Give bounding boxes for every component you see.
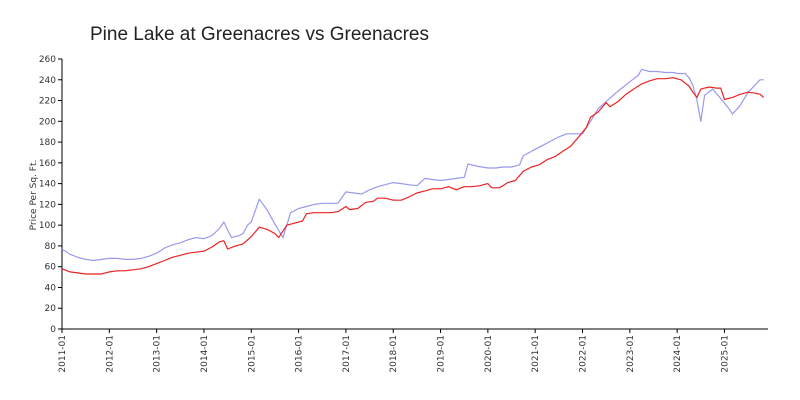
y-tick-label: 80: [45, 242, 57, 252]
x-tick-label: 2011-01: [58, 335, 68, 373]
series-line-greenacres: [61, 77, 765, 275]
y-tick-label: 240: [39, 76, 56, 86]
x-tick-label: 2021-01: [531, 335, 541, 373]
y-axis-label: Price Per Sq. Ft.: [29, 160, 39, 231]
x-tick-label: 2017-01: [342, 335, 352, 373]
chart-title: Pine Lake at Greenacres vs Greenacres: [90, 24, 429, 45]
x-tick-label: 2016-01: [295, 335, 305, 373]
x-tick-label: 2019-01: [437, 335, 447, 373]
y-tick-label: 40: [45, 283, 57, 293]
y-tick-label: 260: [39, 55, 56, 65]
y-tick-label: 120: [39, 200, 56, 210]
x-tick-label: 2023-01: [626, 335, 636, 373]
x-tick-label: 2013-01: [153, 335, 163, 373]
y-tick-label: 160: [39, 159, 56, 169]
x-tick-label: 2018-01: [389, 335, 399, 373]
x-tick-label: 2022-01: [579, 335, 589, 373]
x-tick-label: 2024-01: [673, 335, 683, 373]
x-tick-label: 2020-01: [484, 335, 494, 373]
y-tick-label: 200: [39, 117, 56, 127]
y-tick-label: 100: [39, 221, 56, 231]
x-tick-label: 2014-01: [200, 335, 210, 373]
x-tick-label: 2012-01: [105, 335, 115, 373]
x-tick-label: 2015-01: [247, 335, 257, 373]
y-tick-label: 220: [39, 97, 56, 107]
y-tick-label: 0: [50, 325, 56, 335]
y-tick-label: 180: [39, 138, 56, 148]
series-line-pine-lake-at-greenacres: [61, 68, 764, 262]
y-tick-label: 60: [45, 263, 57, 273]
x-tick-label: 2025-01: [720, 335, 730, 373]
axes: 0 20 40 60 80 100 120 140 160 180 200 220 240 260 2011…: [39, 55, 768, 373]
y-tick-label: 20: [45, 304, 57, 314]
y-tick-label: 140: [39, 180, 56, 190]
series-layer: [61, 68, 765, 275]
